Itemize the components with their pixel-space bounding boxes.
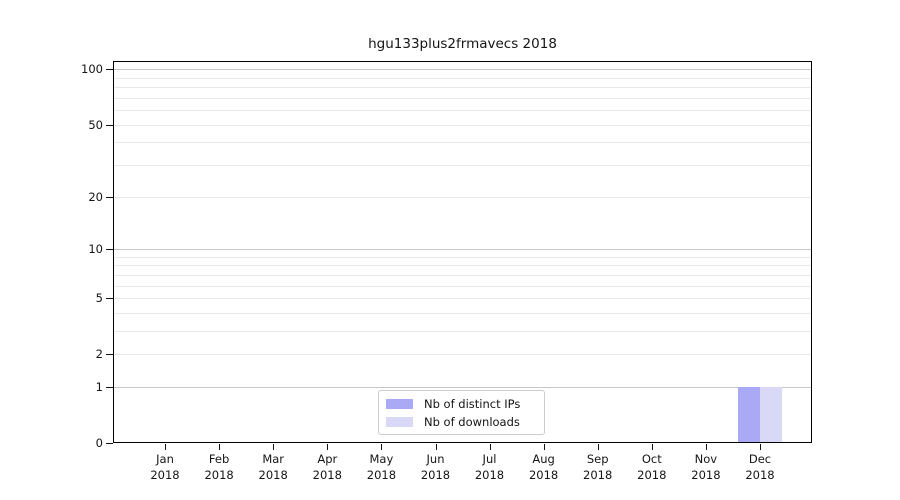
- y-tick-mark: [106, 196, 113, 198]
- x-tick-mark: [435, 444, 437, 450]
- gridline-minor: [113, 297, 812, 299]
- x-tick-mark: [165, 444, 166, 450]
- x-tick-mark: [597, 444, 599, 450]
- x-tick-label: Mar 2018: [258, 452, 288, 482]
- gridline-minor: [113, 165, 812, 166]
- x-tick-label: Sep 2018: [583, 452, 613, 482]
- chart-title: hgu133plus2frmavecs 2018: [368, 36, 557, 52]
- x-tick-label: Dec 2018: [745, 452, 775, 482]
- gridline-minor: [113, 274, 812, 276]
- legend: Nb of distinct IPs Nb of downloads: [378, 390, 545, 435]
- x-tick-mark: [273, 444, 275, 450]
- x-tick-mark: [381, 444, 383, 450]
- gridline-power: [113, 69, 812, 71]
- legend-item-downloads: Nb of downloads: [386, 414, 544, 429]
- gridline-minor: [113, 312, 812, 314]
- gridline-minor: [113, 87, 812, 89]
- y-tick-label: 20: [88, 189, 103, 204]
- gridline-minor: [113, 110, 812, 112]
- x-tick-mark: [705, 444, 707, 450]
- gridline-minor: [113, 285, 812, 287]
- legend-item-distinct-ips: Nb of distinct IPs: [386, 396, 544, 411]
- y-tick-mark: [106, 443, 113, 444]
- x-tick-label: Jul 2018: [474, 452, 505, 482]
- x-tick-label: Apr 2018: [312, 452, 342, 482]
- gridline-minor: [113, 124, 812, 126]
- gridline-minor: [113, 142, 812, 144]
- bar-downloads: [760, 386, 782, 443]
- gridline-minor: [113, 330, 812, 332]
- x-tick-label: Feb 2018: [204, 452, 234, 482]
- y-tick-mark: [106, 69, 113, 71]
- y-tick-label: 1: [95, 379, 103, 394]
- bar-distinct-ips: [738, 386, 760, 443]
- y-tick-label: 2: [95, 347, 103, 362]
- gridline-power: [113, 386, 812, 388]
- gridline-power: [113, 248, 812, 250]
- y-tick-mark: [106, 124, 113, 126]
- gridline-minor: [113, 265, 812, 267]
- gridline-minor: [113, 97, 812, 99]
- x-tick-mark: [219, 444, 221, 450]
- y-tick-label: 10: [88, 241, 103, 256]
- y-tick-mark: [106, 354, 113, 356]
- x-tick-mark: [327, 444, 329, 450]
- x-tick-mark: [760, 444, 761, 450]
- x-tick-label: Jun 2018: [420, 452, 451, 482]
- gridline-minor: [113, 354, 812, 356]
- y-tick-label: 50: [88, 117, 103, 132]
- legend-swatch-distinct-ips-icon: [386, 398, 413, 409]
- x-tick-label: Jan 2018: [150, 452, 180, 482]
- x-tick-mark: [651, 444, 653, 450]
- x-tick-label: Nov 2018: [691, 452, 721, 482]
- x-tick-label: Aug 2018: [528, 452, 559, 482]
- x-tick-mark: [543, 444, 545, 450]
- y-tick-label: 5: [95, 290, 103, 305]
- x-tick-label: May 2018: [366, 452, 397, 482]
- gridline-minor: [113, 256, 812, 258]
- legend-label-distinct-ips: Nb of distinct IPs: [424, 396, 521, 411]
- x-tick-label: Oct 2018: [637, 452, 667, 482]
- plot-area: [113, 61, 812, 443]
- y-tick-mark: [106, 248, 113, 250]
- legend-swatch-downloads-icon: [386, 416, 413, 427]
- y-tick-label: 0: [95, 436, 103, 450]
- gridline-minor: [113, 196, 812, 198]
- y-tick-label: 100: [81, 62, 103, 77]
- y-tick-mark: [106, 386, 113, 388]
- gridline-minor: [113, 77, 812, 79]
- legend-label-downloads: Nb of downloads: [424, 414, 520, 429]
- x-tick-mark: [489, 444, 491, 450]
- y-tick-mark: [106, 297, 113, 299]
